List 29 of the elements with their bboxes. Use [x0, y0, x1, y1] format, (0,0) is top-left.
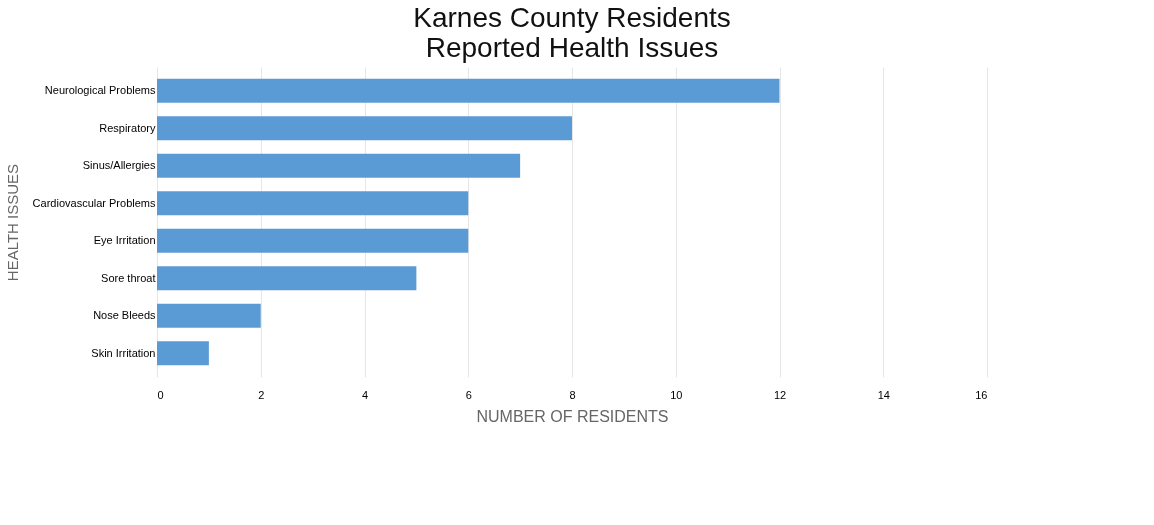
y-tick-label: Respiratory — [99, 121, 156, 134]
y-tick-label: Sinus/Allergies — [82, 159, 156, 172]
y-tick-label: Sore throat — [101, 271, 156, 284]
y-tick-label: Neurological Problems — [44, 84, 156, 97]
x-tick-label: 0 — [157, 388, 164, 401]
text: Karnes County Residents — [413, 2, 731, 33]
x-axis-title: NUMBER OF RESIDENTS — [476, 407, 669, 425]
bar — [157, 116, 572, 141]
x-tick-label: 16 — [975, 388, 988, 401]
bar — [157, 228, 469, 253]
bar — [157, 153, 521, 178]
x-tick-label: 2 — [258, 388, 265, 401]
bar — [157, 78, 780, 103]
x-tick-label: 8 — [569, 388, 576, 401]
y-tick-label: Skin Irritation — [91, 346, 156, 359]
x-tick-label: 10 — [670, 388, 683, 401]
bar — [157, 341, 209, 366]
bar — [157, 266, 417, 291]
x-tick-label: 4 — [361, 388, 369, 401]
y-tick-label: Eye Irritation — [93, 234, 156, 247]
y-axis-title: HEALTH ISSUES — [3, 163, 21, 282]
y-tick-label: Nose Bleeds — [93, 309, 156, 322]
y-tick-label: Cardiovascular Problems — [32, 196, 156, 209]
bar — [157, 191, 469, 216]
x-tick-label: 12 — [773, 388, 787, 401]
x-tick-label: 6 — [465, 388, 472, 401]
x-tick-label: 14 — [877, 388, 890, 401]
bar — [157, 303, 261, 328]
text: Reported Health Issues — [425, 32, 719, 63]
